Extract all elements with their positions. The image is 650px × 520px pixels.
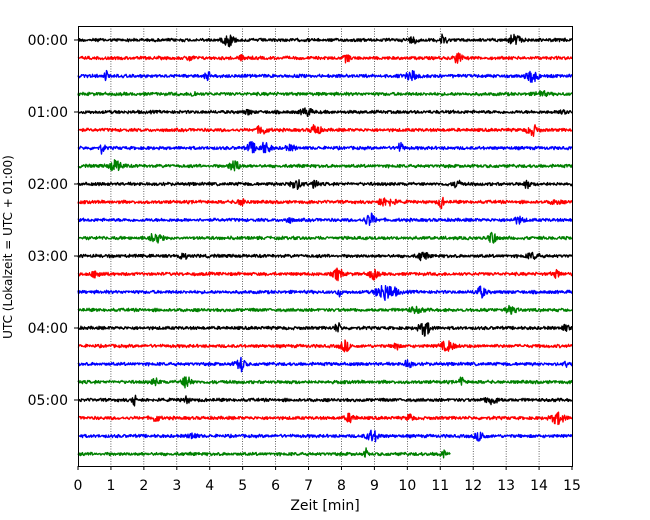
x-tick-label: 6 bbox=[271, 478, 280, 494]
trace-line bbox=[77, 447, 451, 459]
x-tick-label: 5 bbox=[238, 478, 247, 494]
trace-line bbox=[77, 304, 573, 315]
trace-line bbox=[77, 411, 573, 426]
y-tick-label: 04:00 bbox=[28, 321, 68, 337]
trace-line bbox=[77, 33, 573, 48]
trace-line bbox=[77, 394, 573, 407]
grid-lines bbox=[110, 26, 540, 466]
trace-line bbox=[77, 212, 573, 226]
x-tick-label: 0 bbox=[74, 478, 83, 494]
trace-line bbox=[77, 159, 573, 172]
x-tick-label: 13 bbox=[497, 478, 515, 494]
x-axis: 0 1 2 3 4 5 6 7 8 9 10 11 12 13 14 15 bbox=[74, 466, 581, 494]
x-tick-label: 11 bbox=[431, 478, 449, 494]
trace-line bbox=[77, 196, 573, 210]
trace-line bbox=[77, 52, 573, 64]
trace-line bbox=[77, 429, 573, 443]
x-tick-label: 3 bbox=[172, 478, 181, 494]
x-axis-label: Zeit [min] bbox=[290, 498, 359, 514]
trace-line bbox=[77, 356, 573, 373]
trace-line bbox=[77, 376, 573, 389]
x-tick-label: 2 bbox=[139, 478, 148, 494]
trace-line bbox=[77, 107, 573, 117]
y-axis-label: UTC (Lokalzeit = UTC + 01:00) bbox=[1, 155, 15, 339]
trace-line bbox=[77, 69, 573, 83]
x-tick-label: 7 bbox=[304, 478, 313, 494]
trace-line bbox=[77, 231, 573, 244]
y-tick-label: 03:00 bbox=[28, 249, 68, 265]
trace-line bbox=[77, 285, 573, 302]
trace-line bbox=[77, 179, 573, 191]
x-tick-label: 15 bbox=[563, 478, 581, 494]
trace-line bbox=[77, 251, 573, 262]
trace-line bbox=[77, 322, 573, 337]
x-tick-label: 8 bbox=[337, 478, 346, 494]
trace-rows bbox=[77, 33, 573, 459]
trace-line bbox=[77, 267, 573, 282]
y-tick-label: 05:00 bbox=[28, 393, 68, 409]
x-tick-label: 14 bbox=[530, 478, 548, 494]
trace-line bbox=[77, 141, 573, 155]
x-tick-label: 12 bbox=[464, 478, 482, 494]
x-tick-label: 1 bbox=[106, 478, 115, 494]
y-axis: 00:00 01:00 02:00 03:00 04:00 05:00 bbox=[28, 33, 78, 409]
y-tick-label: 02:00 bbox=[28, 177, 68, 193]
y-tick-label: 01:00 bbox=[28, 105, 68, 121]
trace-line bbox=[77, 124, 573, 137]
x-tick-label: 10 bbox=[398, 478, 416, 494]
x-tick-label: 4 bbox=[205, 478, 214, 494]
x-tick-label: 9 bbox=[370, 478, 379, 494]
y-tick-label: 00:00 bbox=[28, 33, 68, 49]
trace-line bbox=[77, 89, 573, 98]
trace-line bbox=[77, 339, 573, 353]
plot-frame bbox=[78, 26, 573, 467]
